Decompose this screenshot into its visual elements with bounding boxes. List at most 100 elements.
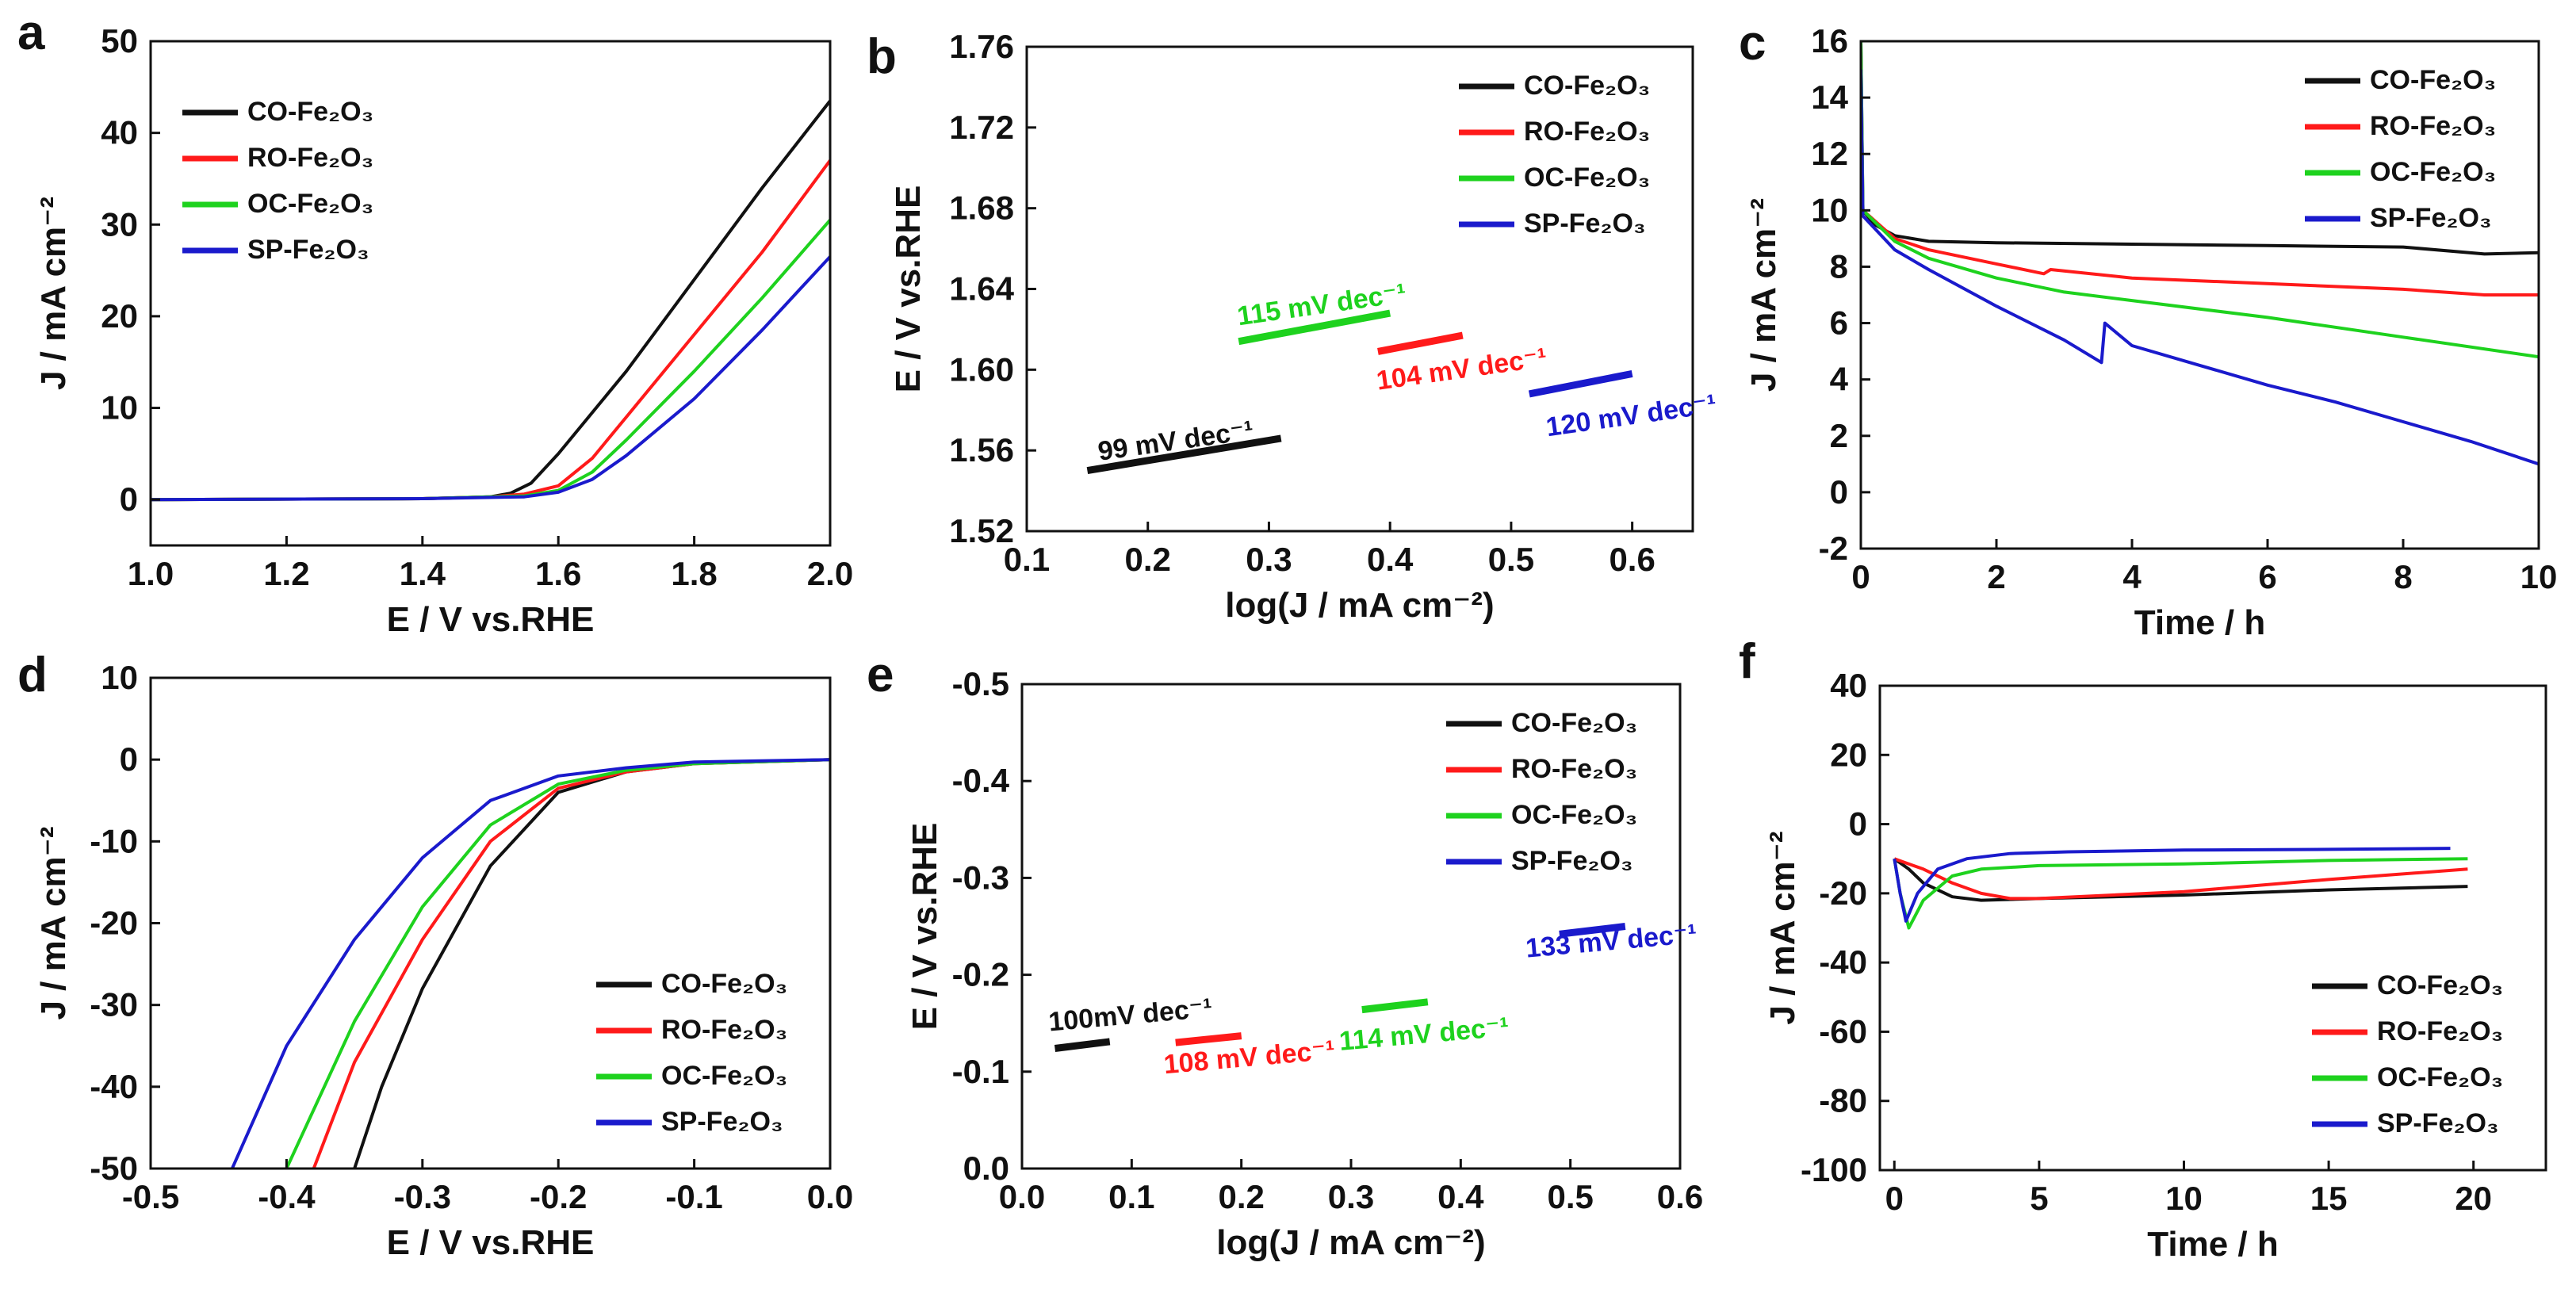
y-tick-label: -10 [90, 822, 138, 859]
y-tick-label: 20 [101, 297, 138, 335]
legend-entry: OC-Fe₂O₃ [1511, 800, 1637, 830]
y-axis-label: E / V vs.RHE [889, 186, 928, 393]
panel-e: e 0.0 0.1 0.2 0.3 0.4 0.5 0.6 0.0 -0.1 -0.2 -0.3 -0.… [867, 648, 1703, 1262]
y-tick-label: -0.1 [952, 1053, 1009, 1090]
legend-entry: RO-Fe₂O₃ [247, 143, 373, 173]
y-axis-label: E / V vs.RHE [905, 823, 944, 1031]
panel-b: b 0.1 0.2 0.3 0.4 0.5 0.6 1.52 1.56 1.60 1.64 1.68 1… [867, 28, 1718, 625]
legend-entry: RO-Fe₂O₃ [2370, 111, 2496, 141]
y-tick-label: 1.60 [949, 350, 1014, 388]
series-line-co [1086, 434, 1282, 475]
series-line-oc [1238, 309, 1391, 346]
series-line-co [1054, 1038, 1111, 1052]
x-tick-label: 0.1 [1004, 541, 1050, 578]
legend-entry: SP-Fe₂O₃ [661, 1107, 783, 1137]
series-line-ro [1377, 331, 1464, 355]
y-tick-label: -30 [90, 986, 138, 1023]
x-axis-label: log(J / mA cm⁻²) [1216, 1223, 1485, 1262]
series-line-oc [285, 758, 830, 1169]
series-group [1893, 847, 2468, 930]
legend-entry: SP-Fe₂O₃ [1511, 846, 1633, 876]
x-tick-label: 0.2 [1125, 541, 1171, 578]
y-tick-label: 1.52 [949, 512, 1014, 549]
tafel-slope-label: 133 mV dec⁻¹ [1525, 919, 1698, 964]
x-tick-label: 2.0 [807, 555, 853, 592]
series-line-sp [1893, 847, 2451, 923]
y-tick-label: -20 [1819, 874, 1867, 912]
series-group [230, 758, 830, 1169]
x-tick-label: 0 [1851, 558, 1870, 595]
plot-frame [149, 40, 832, 547]
series-line-ro [1175, 1032, 1242, 1046]
legend-entry: OC-Fe₂O₃ [2370, 157, 2496, 187]
y-tick-label: 6 [1830, 304, 1848, 342]
legend-entry: SP-Fe₂O₃ [2377, 1108, 2499, 1138]
plot-frame [1878, 684, 2547, 1172]
x-axis-label: log(J / mA cm⁻²) [1225, 586, 1494, 625]
x-tick-label: 1.8 [671, 555, 717, 592]
series-line-sp [1559, 923, 1626, 938]
legend-entry: OC-Fe₂O₃ [1524, 163, 1650, 193]
x-tick-label: 1.4 [400, 555, 446, 592]
legend-entry: CO-Fe₂O₃ [1524, 71, 1650, 101]
panel-label: d [17, 648, 48, 702]
y-tick-label: 0 [120, 480, 138, 518]
legend-entry: RO-Fe₂O₃ [2377, 1016, 2503, 1046]
y-tick-label: -40 [1819, 943, 1867, 981]
x-tick-label: 0.0 [807, 1178, 853, 1215]
y-tick-label: 10 [101, 389, 138, 427]
y-tick-label: -20 [90, 905, 138, 942]
x-tick-label: 10 [2165, 1180, 2203, 1217]
legend: CO-Fe₂O₃ RO-Fe₂O₃ OC-Fe₂O₃ SP-Fe₂O₃ [596, 969, 787, 1137]
y-tick-label: 0.0 [963, 1150, 1009, 1187]
panel-label: e [867, 648, 894, 702]
y-tick-label: -0.2 [952, 956, 1009, 993]
x-tick-label: 0.6 [1657, 1178, 1703, 1215]
y-tick-label: 4 [1830, 361, 1849, 398]
legend-entry: SP-Fe₂O₃ [1524, 208, 1646, 239]
legend-entry: CO-Fe₂O₃ [661, 969, 787, 999]
series-line-oc [1861, 41, 2539, 359]
x-tick-label: 15 [2310, 1180, 2348, 1217]
series-line-ro [1861, 154, 2539, 296]
y-tick-label: -50 [90, 1150, 138, 1187]
y-tick-label: 10 [101, 659, 138, 696]
series-group [1086, 309, 1633, 475]
panel-d: d -0.5 -0.4 -0.3 -0.2 -0.1 0.0 -50 -40 -30 -20 -10 0… [17, 648, 853, 1262]
legend-entry: OC-Fe₂O₃ [2377, 1062, 2503, 1092]
x-tick-label: -0.1 [665, 1178, 722, 1215]
y-axis-label: J / mA cm⁻² [34, 197, 73, 390]
legend-entry: RO-Fe₂O₃ [1524, 117, 1650, 147]
series-line-sp [151, 255, 830, 502]
x-tick-label: 6 [2258, 558, 2276, 595]
y-tick-label: 0 [1849, 805, 1867, 843]
y-tick-label: -80 [1819, 1082, 1867, 1119]
legend-entry: CO-Fe₂O₃ [2370, 65, 2496, 95]
y-axis-label: J / mA cm⁻² [1763, 831, 1802, 1024]
series-line-sp [1861, 69, 2539, 466]
tafel-slope-label: 100mV dec⁻¹ [1047, 993, 1213, 1038]
x-tick-label: 0.5 [1488, 541, 1534, 578]
x-tick-label: 0.3 [1246, 541, 1292, 578]
x-tick-label: 0.4 [1437, 1178, 1484, 1215]
x-tick-label: 0.5 [1547, 1178, 1593, 1215]
legend-entry: CO-Fe₂O₃ [1511, 708, 1637, 738]
panel-a: a 1.0 1.2 1.4 1.6 1.8 2.0 0 10 20 30 40 50 E / V vs.R… [17, 6, 853, 639]
series-line-oc [1361, 998, 1429, 1014]
x-axis-label: E / V vs.RHE [387, 600, 595, 639]
series-line-co [1893, 857, 2468, 902]
x-tick-label: 2 [1987, 558, 2005, 595]
x-tick-label: 1.2 [263, 555, 309, 592]
plot-frame [1859, 40, 2540, 550]
y-tick-label: 40 [1830, 667, 1867, 704]
y-tick-label: 40 [101, 114, 138, 151]
y-tick-label: 20 [1830, 736, 1867, 773]
series-line-sp [1528, 369, 1633, 398]
legend-entry: OC-Fe₂O₃ [247, 189, 373, 219]
y-tick-label: 0 [120, 740, 138, 778]
x-axis-label: E / V vs.RHE [387, 1223, 595, 1262]
y-tick-label: 1.76 [949, 28, 1014, 65]
legend-entry: CO-Fe₂O₃ [247, 97, 373, 127]
